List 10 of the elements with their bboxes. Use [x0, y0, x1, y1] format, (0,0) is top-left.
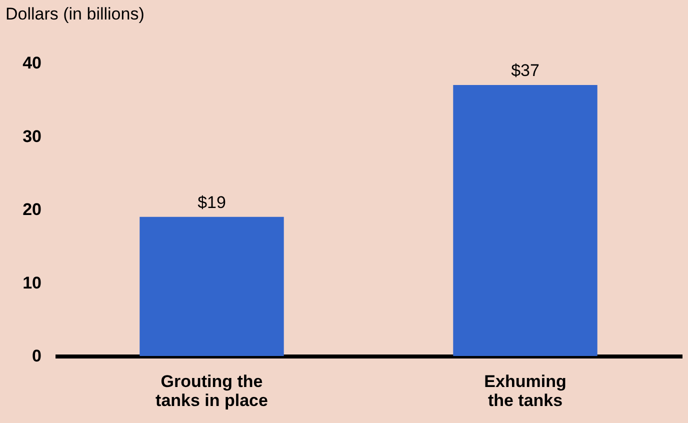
y-tick-label: 20 [22, 200, 42, 219]
data-label: $37 [511, 60, 540, 80]
x-tick-label: Exhuming the tanks [484, 372, 566, 410]
y-tick-label: 40 [22, 54, 42, 72]
x-tick-label: Grouting the tanks in place [156, 372, 268, 410]
y-tick-label: 10 [22, 273, 42, 292]
y-axis-title: Dollars (in billions) [6, 4, 144, 24]
y-tick-label: 0 [32, 346, 42, 366]
y-tick-label: 30 [22, 126, 42, 146]
data-label: $19 [198, 192, 226, 212]
